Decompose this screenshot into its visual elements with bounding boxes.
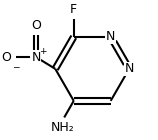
Text: N: N (31, 51, 41, 64)
Text: N: N (125, 62, 134, 75)
Text: F: F (70, 3, 77, 16)
Text: NH₂: NH₂ (51, 121, 75, 134)
Text: N: N (106, 30, 115, 43)
Text: −: − (12, 63, 20, 72)
Text: +: + (39, 47, 47, 56)
Text: O: O (31, 19, 41, 32)
Text: O: O (2, 51, 11, 64)
